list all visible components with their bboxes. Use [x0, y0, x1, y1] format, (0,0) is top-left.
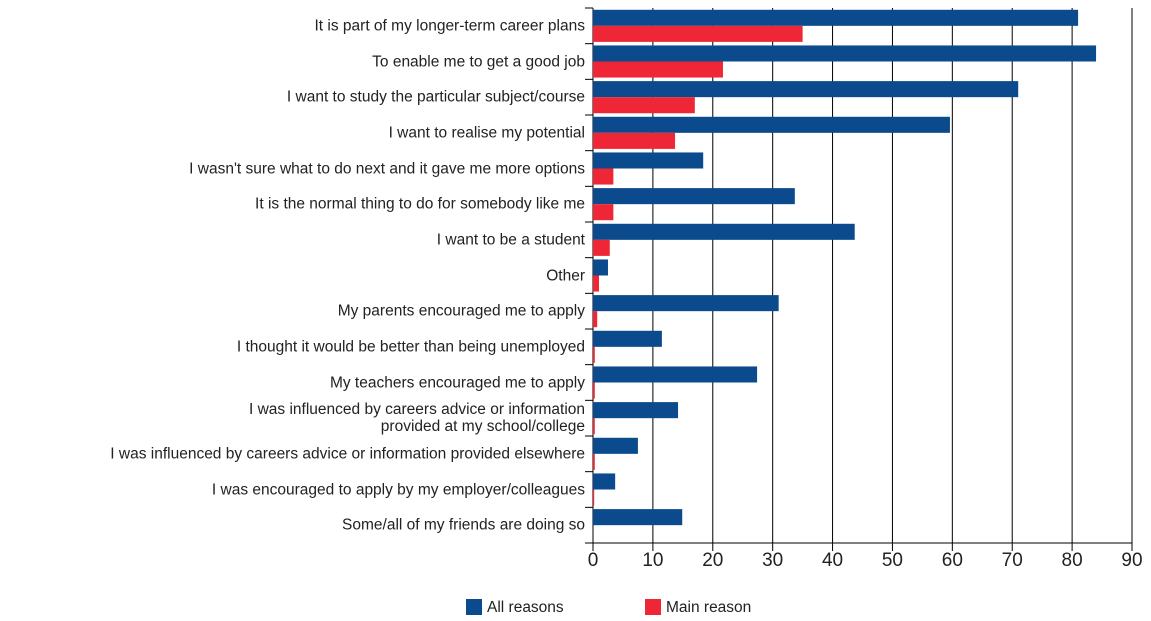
legend-label: All reasons — [487, 599, 564, 616]
bar — [593, 366, 758, 383]
bar — [593, 97, 695, 114]
bar — [593, 473, 616, 490]
y-tick-label: I want to study the particular subject/c… — [286, 88, 585, 106]
bar — [593, 168, 614, 185]
x-tick-label: 80 — [1062, 550, 1083, 571]
bar — [593, 9, 1079, 26]
bar — [593, 330, 662, 347]
bar — [593, 346, 595, 363]
bar — [593, 509, 683, 526]
x-tick-label: 10 — [642, 550, 663, 571]
bar — [593, 188, 795, 205]
bar — [593, 311, 598, 328]
x-tick-label: 50 — [882, 550, 903, 571]
bar — [593, 204, 614, 221]
bar — [593, 259, 608, 276]
bar — [593, 25, 803, 42]
y-tick-label: I was influenced by careers advice or in… — [110, 445, 585, 463]
y-tick-label: My teachers encouraged me to apply — [329, 374, 585, 391]
bar — [593, 418, 595, 435]
bar — [593, 382, 595, 399]
bar — [593, 45, 1097, 62]
bar — [593, 295, 779, 312]
bar — [593, 402, 679, 419]
y-tick-label: I want to be a student — [436, 231, 585, 249]
y-tick-label: I was encouraged to apply by my employer… — [211, 481, 585, 498]
y-tick-label: I wasn't sure what to do next and it gav… — [189, 160, 585, 177]
bar — [593, 132, 676, 149]
legend-swatch — [466, 599, 482, 615]
y-tick-label: I thought it would be better than being … — [236, 338, 585, 356]
y-tick-label: I want to realise my potential — [388, 124, 585, 142]
x-tick-label: 40 — [822, 550, 843, 571]
bar — [593, 239, 610, 256]
bar — [593, 81, 1019, 98]
bar — [593, 489, 595, 506]
bar — [593, 275, 599, 292]
x-tick-label: 90 — [1121, 550, 1142, 571]
x-tick-label: 30 — [762, 550, 783, 571]
bar — [593, 152, 704, 169]
x-tick-label: 70 — [1002, 550, 1023, 571]
x-tick-label: 20 — [702, 550, 723, 571]
x-tick-label: 60 — [942, 550, 963, 571]
y-tick-label: I was influenced by careers advice or in… — [249, 401, 585, 436]
bar — [593, 116, 950, 133]
x-tick-label: 0 — [588, 550, 599, 571]
y-tick-label: My parents encouraged me to apply — [337, 302, 585, 320]
y-tick-label: It is part of my longer-term career plan… — [314, 17, 586, 35]
bar — [593, 453, 595, 470]
y-tick-label: To enable me to get a good job — [372, 53, 585, 70]
y-tick-label: Other — [546, 267, 585, 284]
y-tick-label: Some/all of my friends are doing so — [342, 516, 585, 534]
bar — [593, 61, 723, 78]
bar — [593, 223, 855, 240]
legend-label: Main reason — [666, 599, 751, 616]
bar — [593, 437, 638, 454]
y-tick-label: It is the normal thing to do for somebod… — [255, 195, 585, 213]
legend-swatch — [645, 599, 661, 615]
